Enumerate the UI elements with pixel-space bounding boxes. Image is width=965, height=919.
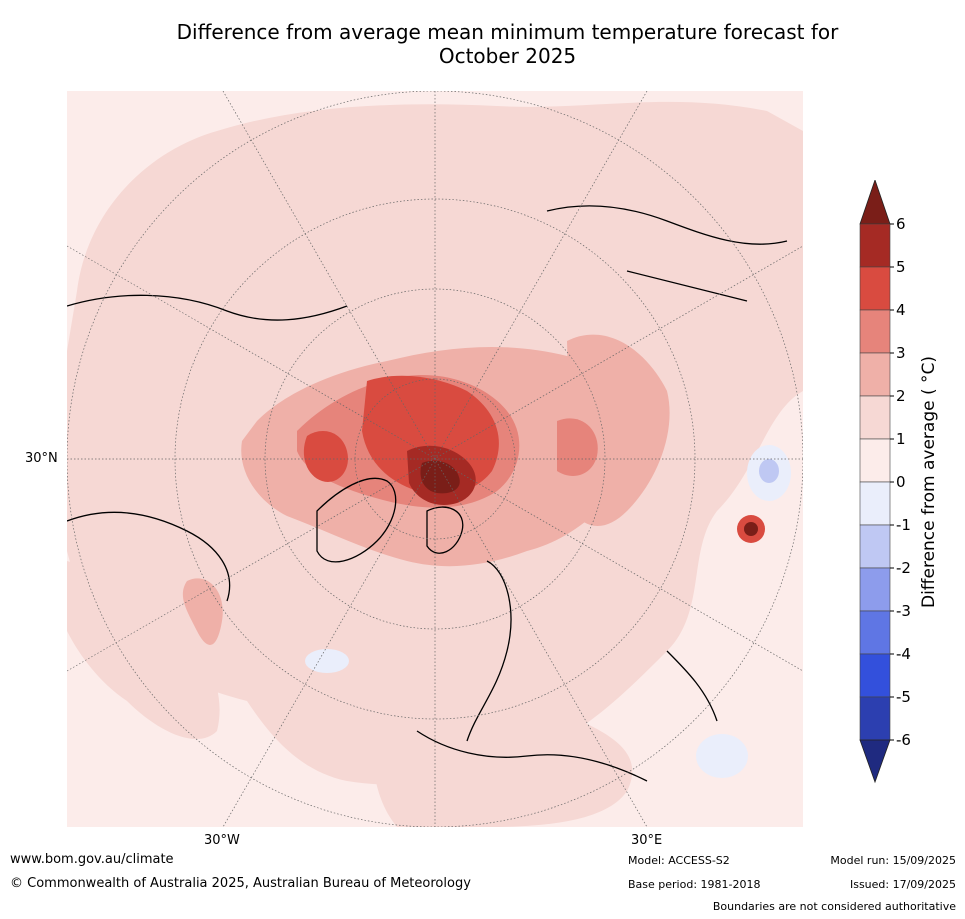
colorbar-under-triangle xyxy=(859,739,891,784)
colorbar-tick-label: 0 xyxy=(896,473,906,491)
colorbar-over-triangle xyxy=(859,180,891,225)
colorbar-tick-label: 6 xyxy=(896,215,906,233)
region-4-5-canada xyxy=(303,431,348,482)
colorbar-tick-label: -5 xyxy=(896,688,911,706)
colorbar-bin xyxy=(859,395,891,440)
colorbar-bin xyxy=(859,438,891,483)
cool-region-central-asia-core xyxy=(759,459,779,483)
colorbar-tick-label: -1 xyxy=(896,516,911,534)
footer-copyright: © Commonwealth of Australia 2025, Austra… xyxy=(10,876,471,891)
region-over-6 xyxy=(420,460,460,494)
colorbar-bin xyxy=(859,696,891,741)
colorbar-tick-label: 3 xyxy=(896,344,906,362)
colorbar-tick-label: 5 xyxy=(896,258,906,276)
footer-model-run: Model run: 15/09/2025 xyxy=(830,854,956,867)
colorbar-tick-label: 4 xyxy=(896,301,906,319)
colorbar-bin xyxy=(859,481,891,526)
colorbar-title: Difference from average ( °C) xyxy=(919,355,939,609)
colorbar-tick-label: -3 xyxy=(896,602,911,620)
region-2-3-siberia xyxy=(567,334,670,526)
footer-website[interactable]: www.bom.gov.au/climate xyxy=(10,852,174,867)
colorbar-bins xyxy=(859,180,891,784)
colorbar-bin xyxy=(859,309,891,354)
colorbar-bin xyxy=(859,352,891,397)
region-3-4-east xyxy=(557,418,598,476)
title-line-1: Difference from average mean minimum tem… xyxy=(176,20,839,44)
colorbar-tick-label: -6 xyxy=(896,731,911,749)
cool-region-middle-east xyxy=(696,734,748,778)
title-line-2: October 2025 xyxy=(438,44,577,68)
cool-region-pacific xyxy=(305,649,349,673)
anomaly-map xyxy=(67,91,803,827)
colorbar-tick-label: 2 xyxy=(896,387,906,405)
footer-issued: Issued: 17/09/2025 xyxy=(849,878,956,891)
colorbar-tick-label: -4 xyxy=(896,645,911,663)
lat-label-30n: 30°N xyxy=(25,451,58,466)
colorbar-tick-label: -2 xyxy=(896,559,911,577)
hotspot-siberia-core xyxy=(744,522,758,536)
graticule xyxy=(67,91,803,827)
colorbar-bin xyxy=(859,653,891,698)
region-2-3-hudson xyxy=(182,578,223,645)
footer-base-period: Base period: 1981-2018 xyxy=(628,878,761,891)
lon-label-30w: 30°W xyxy=(204,833,240,848)
region-1-2-europe xyxy=(373,682,633,827)
colorbar-bin xyxy=(859,610,891,655)
colorbar-bin xyxy=(859,266,891,311)
footer-model: Model: ACCESS-S2 xyxy=(628,854,730,867)
colorbar-bin xyxy=(859,223,891,268)
map-title: Difference from average mean minimum tem… xyxy=(120,20,895,68)
colorbar-tick-label: 1 xyxy=(896,430,906,448)
lon-label-30e: 30°E xyxy=(631,833,663,848)
region-1-2-pacific xyxy=(67,561,220,740)
colorbar-bin xyxy=(859,524,891,569)
footer-disclaimer: Boundaries are not considered authoritat… xyxy=(712,900,956,913)
colorbar-bin xyxy=(859,567,891,612)
colorbar-ticks: 6 5 4 3 2 1 0 -1 -2 -3 -4 -5 -6 xyxy=(890,215,911,749)
colorbar: 6 5 4 3 2 1 0 -1 -2 -3 -4 -5 -6 xyxy=(859,180,911,784)
